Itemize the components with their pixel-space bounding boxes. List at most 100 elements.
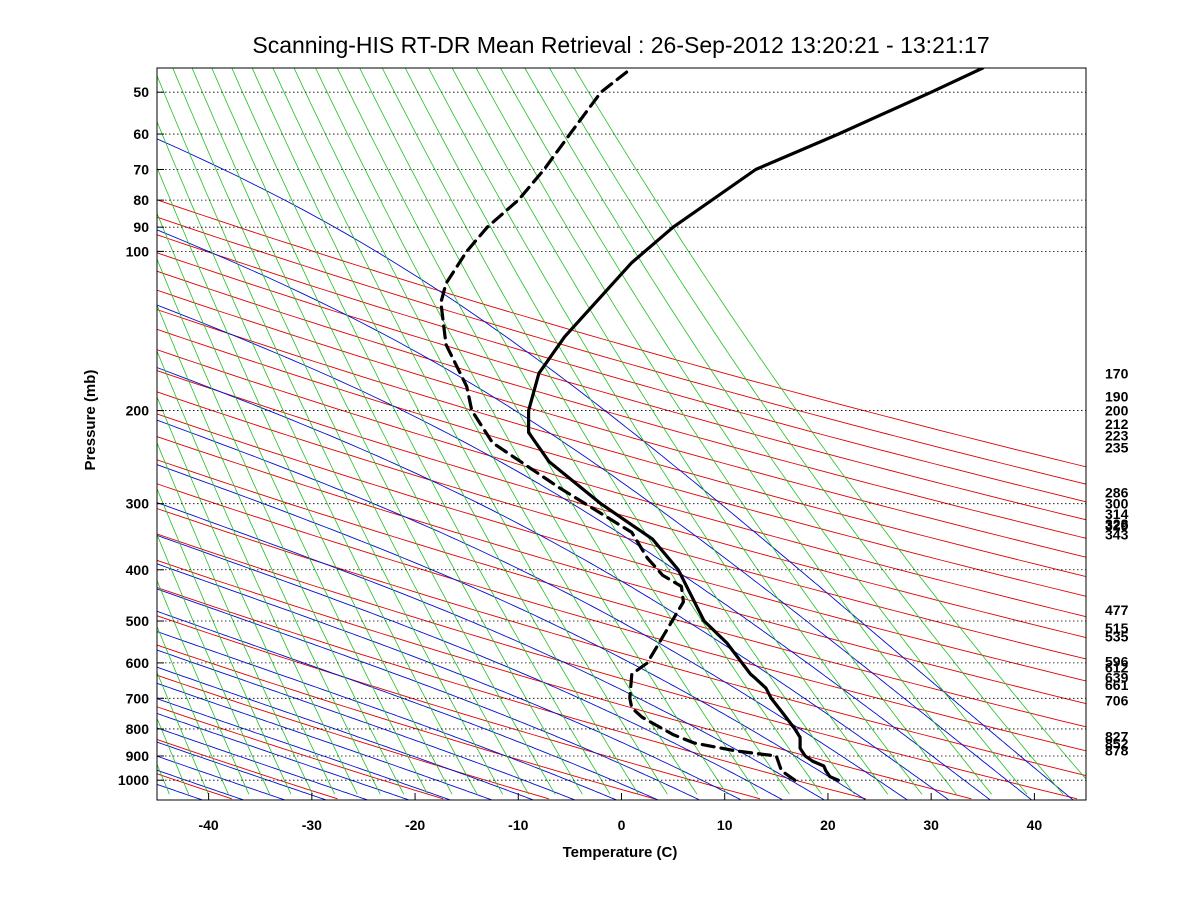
- pressure-gridlines: [157, 91, 1086, 781]
- y-tick-label: 60: [133, 126, 149, 142]
- dry-adiabat: [157, 328, 1086, 597]
- dry-adiabat: [157, 309, 1086, 578]
- moist-adiabat: [157, 682, 494, 800]
- dry-adiabat: [157, 270, 1086, 539]
- mixing-ratio-line: [211, 68, 583, 795]
- dry-adiabat: [157, 199, 1086, 468]
- mixing-ratio-line: [157, 395, 336, 795]
- mixing-ratio-line: [524, 68, 1028, 795]
- right-level-label: 878: [1105, 742, 1129, 758]
- mixing-ratio-line: [231, 68, 611, 795]
- dry-adiabat: [157, 349, 1086, 618]
- mixing-ratio-line: [251, 68, 639, 795]
- y-tick-label: 80: [133, 192, 149, 208]
- right-level-label: 200: [1105, 403, 1129, 419]
- right-level-label: 223: [1105, 428, 1129, 444]
- mixing-ratio-line: [404, 68, 855, 795]
- mixing-ratio-line: [548, 68, 1064, 795]
- dry-adiabat: [157, 559, 972, 800]
- mixing-ratio-line: [157, 625, 229, 795]
- right-level-label: 661: [1105, 677, 1129, 693]
- moist-adiabat: [157, 229, 1033, 800]
- x-tick-label: 20: [820, 817, 836, 833]
- x-tick-label: 40: [1027, 817, 1043, 833]
- dry-adiabat: [157, 216, 1086, 485]
- y-tick-label: 90: [133, 219, 149, 235]
- mixing-ratio-line: [157, 441, 313, 795]
- right-level-label: 852: [1105, 735, 1129, 751]
- dry-adiabat: [157, 644, 655, 800]
- moist-adiabat: [157, 666, 535, 800]
- right-level-label: 300: [1105, 496, 1129, 512]
- dry-adiabat: [157, 508, 1086, 777]
- x-axis-label: Temperature (C): [563, 844, 678, 861]
- mixing-ratio-line: [428, 68, 889, 795]
- dry-adiabat: [157, 483, 1086, 752]
- mixing-ratio-line: [157, 74, 503, 795]
- moist-adiabat: [157, 610, 660, 800]
- x-tick-label: 10: [717, 817, 733, 833]
- moist-adiabat: [157, 698, 452, 800]
- moist-adiabat: [157, 727, 370, 800]
- x-axis: -40 -30 -20 -10 0 10 20 30 40: [198, 793, 1042, 833]
- y-tick-label: 500: [126, 613, 150, 629]
- y-tick-label: 100: [126, 243, 150, 259]
- mixing-ratio-line: [157, 120, 478, 795]
- dry-adiabat: [157, 234, 1086, 503]
- mixing-ratio-line: [573, 68, 1086, 780]
- right-level-label: 190: [1105, 388, 1129, 404]
- right-level-label: 477: [1105, 602, 1129, 618]
- y-tick-label: 400: [126, 562, 150, 578]
- moist-adiabat: [157, 138, 1074, 800]
- moist-adiabat: [157, 563, 743, 800]
- moist-adiabat: [157, 631, 618, 800]
- x-tick-label: 30: [923, 817, 939, 833]
- dewpoint-profile: [439, 68, 797, 782]
- mixing-ratio-line: [359, 68, 790, 795]
- moist-adiabat: [157, 419, 909, 800]
- temperature-profile: [527, 68, 985, 782]
- right-level-label: 639: [1105, 669, 1129, 685]
- y-tick-label: 600: [126, 655, 150, 671]
- right-level-label: 212: [1105, 416, 1129, 432]
- moist-adiabat: [157, 464, 867, 800]
- isopleth-background: [157, 68, 1086, 800]
- moist-adiabat: [157, 649, 577, 800]
- right-level-label: 329: [1105, 518, 1129, 534]
- y-tick-label: 1000: [118, 772, 149, 788]
- y-tick-label: 700: [126, 690, 150, 706]
- right-level-label: 170: [1105, 365, 1129, 381]
- mixing-ratio-line: [157, 212, 429, 795]
- mixing-ratio-line: [157, 166, 453, 795]
- y-tick-label: 70: [133, 161, 149, 177]
- moist-adiabat: [157, 304, 992, 800]
- mixing-ratio-line: [172, 68, 529, 795]
- right-level-label: 343: [1105, 526, 1129, 542]
- x-tick-label: 0: [618, 817, 626, 833]
- right-level-label: 286: [1105, 485, 1129, 501]
- right-level-label: 535: [1105, 629, 1129, 645]
- x-tick-label: -20: [405, 817, 425, 833]
- moist-adiabat: [157, 534, 784, 800]
- right-level-label: 612: [1105, 659, 1129, 675]
- y-tick-label: 50: [133, 84, 149, 100]
- x-tick-label: -40: [198, 817, 218, 833]
- x-tick-label: -30: [302, 817, 322, 833]
- mixing-ratio-line: [191, 68, 556, 795]
- moist-adiabat: [157, 502, 826, 800]
- dry-adiabat: [157, 587, 866, 800]
- y-tick-label: 300: [126, 496, 150, 512]
- mixing-ratio-line: [272, 68, 668, 795]
- dry-adiabat: [157, 413, 1086, 682]
- y-axis: 50 60 70 80 90 100 200 300 400 500 600 700 800 900 100…: [118, 84, 164, 788]
- mixing-ratio-line: [381, 68, 823, 795]
- right-level-label: 314: [1105, 506, 1129, 522]
- dry-adiabat: [157, 615, 761, 800]
- right-level-label: 515: [1105, 620, 1129, 636]
- y-tick-label: 900: [126, 748, 150, 764]
- mixing-ratio-line: [475, 68, 957, 795]
- dry-adiabat: [157, 391, 1086, 660]
